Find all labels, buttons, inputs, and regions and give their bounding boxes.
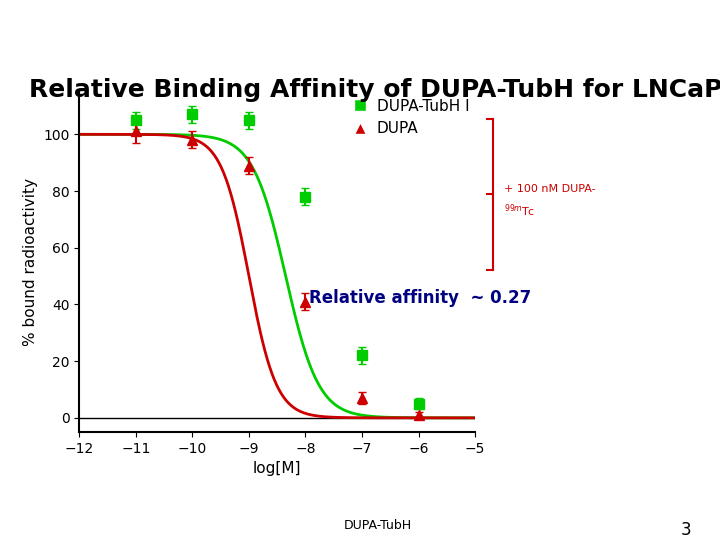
Text: + 100 nM DUPA-: + 100 nM DUPA- bbox=[504, 184, 595, 194]
Text: 3: 3 bbox=[680, 521, 691, 538]
Text: DUPA-TubH: DUPA-TubH bbox=[344, 519, 412, 532]
Y-axis label: % bound radioactivity: % bound radioactivity bbox=[22, 178, 37, 346]
Legend: DUPA-TubH I, DUPA: DUPA-TubH I, DUPA bbox=[345, 93, 475, 143]
Text: $^{99m}$Tc: $^{99m}$Tc bbox=[504, 202, 536, 219]
Text: PURDUE: PURDUE bbox=[16, 12, 86, 28]
Text: Relative affinity  ~ 0.27: Relative affinity ~ 0.27 bbox=[309, 289, 531, 307]
X-axis label: log[M]: log[M] bbox=[253, 461, 302, 476]
Text: Relative Binding Affinity of DUPA-TubH for LNCaP Cells: Relative Binding Affinity of DUPA-TubH f… bbox=[29, 78, 720, 102]
Text: U N I V E R S I T Y: U N I V E R S I T Y bbox=[16, 48, 77, 53]
Text: Department of Chemistry: Department of Chemistry bbox=[201, 25, 519, 45]
